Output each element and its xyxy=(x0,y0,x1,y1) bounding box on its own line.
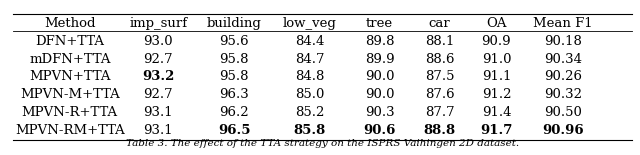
Text: MPVN+TTA: MPVN+TTA xyxy=(29,70,111,83)
Text: 90.0: 90.0 xyxy=(365,70,394,83)
Text: imp_surf: imp_surf xyxy=(129,17,188,30)
Text: 93.2: 93.2 xyxy=(142,70,175,83)
Text: 91.1: 91.1 xyxy=(482,70,511,83)
Text: 84.8: 84.8 xyxy=(295,70,324,83)
Text: 85.8: 85.8 xyxy=(294,124,326,137)
Text: 95.8: 95.8 xyxy=(220,53,249,66)
Text: low_veg: low_veg xyxy=(283,17,337,30)
Text: mDFN+TTA: mDFN+TTA xyxy=(29,53,111,66)
Text: tree: tree xyxy=(366,17,393,30)
Text: Method: Method xyxy=(44,17,95,30)
Text: Table 3. The effect of the TTA strategy on the ISPRS Vaihingen 2D dataset.: Table 3. The effect of the TTA strategy … xyxy=(126,139,519,148)
Text: 84.4: 84.4 xyxy=(295,35,324,48)
Text: 95.8: 95.8 xyxy=(220,70,249,83)
Text: 93.0: 93.0 xyxy=(143,35,173,48)
Text: 88.6: 88.6 xyxy=(425,53,454,66)
Text: 90.3: 90.3 xyxy=(365,106,394,119)
Text: 91.4: 91.4 xyxy=(482,106,511,119)
Text: 87.7: 87.7 xyxy=(425,106,454,119)
Text: 90.0: 90.0 xyxy=(365,88,394,101)
Text: 90.6: 90.6 xyxy=(364,124,396,137)
Text: 90.50: 90.50 xyxy=(544,106,582,119)
Text: 85.0: 85.0 xyxy=(295,88,324,101)
Text: 91.0: 91.0 xyxy=(482,53,511,66)
Text: Mean F1: Mean F1 xyxy=(533,17,593,30)
Text: 91.7: 91.7 xyxy=(480,124,513,137)
Text: 96.5: 96.5 xyxy=(218,124,250,137)
Text: 90.96: 90.96 xyxy=(542,124,584,137)
Text: car: car xyxy=(429,17,451,30)
Text: 93.1: 93.1 xyxy=(143,106,173,119)
Text: 95.6: 95.6 xyxy=(220,35,249,48)
Text: 88.8: 88.8 xyxy=(424,124,456,137)
Text: 91.2: 91.2 xyxy=(482,88,511,101)
Text: 85.2: 85.2 xyxy=(295,106,324,119)
Text: MPVN-RM+TTA: MPVN-RM+TTA xyxy=(15,124,125,137)
Text: 90.32: 90.32 xyxy=(544,88,582,101)
Text: 90.34: 90.34 xyxy=(544,53,582,66)
Text: 96.2: 96.2 xyxy=(220,106,249,119)
Text: DFN+TTA: DFN+TTA xyxy=(35,35,104,48)
Text: 93.1: 93.1 xyxy=(143,124,173,137)
Text: 87.5: 87.5 xyxy=(425,70,454,83)
Text: 90.26: 90.26 xyxy=(544,70,582,83)
Text: 92.7: 92.7 xyxy=(143,88,173,101)
Text: 92.7: 92.7 xyxy=(143,53,173,66)
Text: MPVN-R+TTA: MPVN-R+TTA xyxy=(22,106,118,119)
Text: 96.3: 96.3 xyxy=(220,88,249,101)
Text: 90.9: 90.9 xyxy=(482,35,511,48)
Text: MPVN-M+TTA: MPVN-M+TTA xyxy=(20,88,120,101)
Text: 87.6: 87.6 xyxy=(425,88,454,101)
Text: OA: OA xyxy=(486,17,507,30)
Text: building: building xyxy=(207,17,262,30)
Text: 89.8: 89.8 xyxy=(365,35,394,48)
Text: 90.18: 90.18 xyxy=(544,35,582,48)
Text: 88.1: 88.1 xyxy=(425,35,454,48)
Text: 84.7: 84.7 xyxy=(295,53,324,66)
Text: 89.9: 89.9 xyxy=(365,53,394,66)
